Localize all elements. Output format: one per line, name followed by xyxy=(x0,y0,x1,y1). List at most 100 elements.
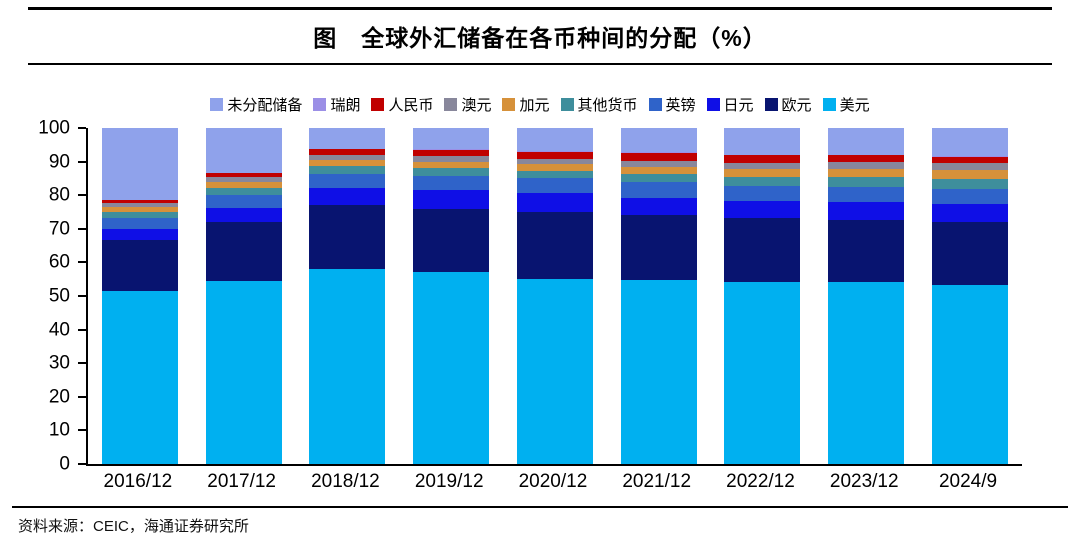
y-tick-label: 90 xyxy=(48,151,70,173)
legend-item: 未分配储备 xyxy=(210,94,302,115)
footer-divider xyxy=(12,506,1068,508)
y-tick-mark xyxy=(78,295,86,297)
bar-segment-日元 xyxy=(309,188,386,205)
legend-item: 其他货币 xyxy=(560,94,638,115)
bar-segment-未分配储备 xyxy=(932,128,1008,156)
bar-segment-澳元 xyxy=(101,202,178,208)
legend-label: 瑞朗 xyxy=(330,96,361,114)
stacked-bar-2020/12 xyxy=(516,128,593,464)
bar-segment-其他货币 xyxy=(932,178,1008,189)
bar-segment-人民币 xyxy=(413,149,490,157)
x-tick-label: 2021/12 xyxy=(622,471,692,492)
legend-item: 人民币 xyxy=(371,94,433,115)
bar-segment-其他货币 xyxy=(620,174,697,183)
bar-segment-未分配储备 xyxy=(724,128,801,155)
bar-segment-美元 xyxy=(516,279,593,464)
bar-segment-澳元 xyxy=(620,161,697,167)
y-tick-label: 70 xyxy=(48,218,70,240)
bar-segment-日元 xyxy=(516,193,593,213)
bar-segment-澳元 xyxy=(413,156,490,162)
legend-item: 澳元 xyxy=(444,94,491,115)
x-tick-label: 2024/9 xyxy=(938,471,998,492)
legend-item: 瑞朗 xyxy=(313,94,360,115)
bar-segment-欧元 xyxy=(828,219,905,283)
x-tick-label: 2019/12 xyxy=(414,471,484,492)
bar-segment-加元 xyxy=(309,160,386,167)
legend-item: 欧元 xyxy=(764,94,812,115)
bar-segment-欧元 xyxy=(620,215,697,280)
bar-segment-日元 xyxy=(620,197,697,216)
bar-segment-欧元 xyxy=(101,239,178,291)
y-tick-mark xyxy=(78,160,86,163)
y-tick-label: 40 xyxy=(48,319,70,341)
bar-segment-瑞朗 xyxy=(828,154,905,156)
y-tick-mark xyxy=(78,463,86,465)
stacked-bar-2019/12 xyxy=(413,128,490,464)
legend-label: 欧元 xyxy=(781,96,812,114)
y-tick-label: 100 xyxy=(38,117,70,139)
legend-swatch-icon xyxy=(313,97,327,111)
bar-segment-加元 xyxy=(828,169,905,178)
legend-item: 日元 xyxy=(706,94,754,115)
stacked-bar-2022/12 xyxy=(724,128,801,464)
bar-segment-日元 xyxy=(828,201,905,220)
chart-legend: 未分配储备 瑞朗 人民币 澳元 加元 其他货币 英镑 日元 欧元 美元 xyxy=(0,93,1080,115)
legend-swatch-icon xyxy=(706,97,720,111)
legend-item: 美元 xyxy=(822,94,870,115)
bar-segment-英镑 xyxy=(620,182,697,198)
legend-swatch-icon xyxy=(560,97,574,111)
y-tick-mark xyxy=(78,194,86,197)
bar-segment-瑞朗 xyxy=(724,154,801,156)
bar-segment-美元 xyxy=(828,282,905,464)
stacked-bar-2023/12 xyxy=(828,128,905,464)
stacked-bar-2017/12 xyxy=(205,128,282,464)
bar-segment-瑞朗 xyxy=(932,155,1008,157)
bar-segment-英镑 xyxy=(309,174,386,189)
bar-segment-人民币 xyxy=(828,155,905,163)
bar-segment-加元 xyxy=(724,169,801,177)
bar-segment-人民币 xyxy=(205,173,282,178)
bar-segment-英镑 xyxy=(828,186,905,202)
bar-segment-其他货币 xyxy=(724,176,801,186)
bar-segment-其他货币 xyxy=(516,170,593,179)
legend-swatch-icon xyxy=(502,97,516,111)
bar-segment-人民币 xyxy=(932,156,1008,164)
bar-segment-英镑 xyxy=(101,217,178,230)
x-tick-label: 2022/12 xyxy=(726,471,795,492)
bar-segment-其他货币 xyxy=(413,167,490,176)
source-note: 资料来源：CEIC，海通证券研究所 xyxy=(18,518,249,535)
bar-segment-加元 xyxy=(413,161,490,168)
legend-label: 未分配储备 xyxy=(227,96,303,114)
bar-segment-瑞朗 xyxy=(620,151,697,153)
stacked-bar-2021/12 xyxy=(620,128,697,464)
bar-segment-未分配储备 xyxy=(101,128,178,200)
legend-label: 英镑 xyxy=(665,96,696,114)
bar-segment-美元 xyxy=(413,272,490,464)
bar-segment-日元 xyxy=(413,190,490,209)
chart-title-block: 图 全球外汇储备在各币种间的分配（%） xyxy=(28,7,1052,65)
bar-segment-人民币 xyxy=(309,149,386,155)
bar-segment-英镑 xyxy=(516,178,593,194)
y-tick-label: 20 xyxy=(48,386,70,408)
bar-segment-欧元 xyxy=(413,208,490,273)
bar-segment-未分配储备 xyxy=(516,128,593,151)
y-tick-label: 10 xyxy=(48,419,70,441)
y-tick-mark xyxy=(78,429,86,432)
bar-segment-其他货币 xyxy=(828,177,905,187)
legend-swatch-icon xyxy=(210,97,224,111)
bar-segment-澳元 xyxy=(724,163,801,170)
legend-swatch-icon xyxy=(371,97,385,111)
stacked-bar-2024/9 xyxy=(932,128,1008,464)
legend-label: 澳元 xyxy=(461,96,492,114)
y-tick-mark xyxy=(78,227,86,230)
bar-segment-美元 xyxy=(205,280,282,464)
bar-segment-欧元 xyxy=(724,218,801,283)
bar-segment-美元 xyxy=(101,290,178,464)
legend-label: 其他货币 xyxy=(577,96,638,114)
y-axis: 0 10 20 30 40 50 60 70 80 90 100 xyxy=(14,119,76,474)
y-tick-mark xyxy=(78,261,86,264)
bar-segment-澳元 xyxy=(205,177,282,183)
bar-segment-未分配储备 xyxy=(205,128,282,173)
bar-segment-加元 xyxy=(620,167,697,175)
